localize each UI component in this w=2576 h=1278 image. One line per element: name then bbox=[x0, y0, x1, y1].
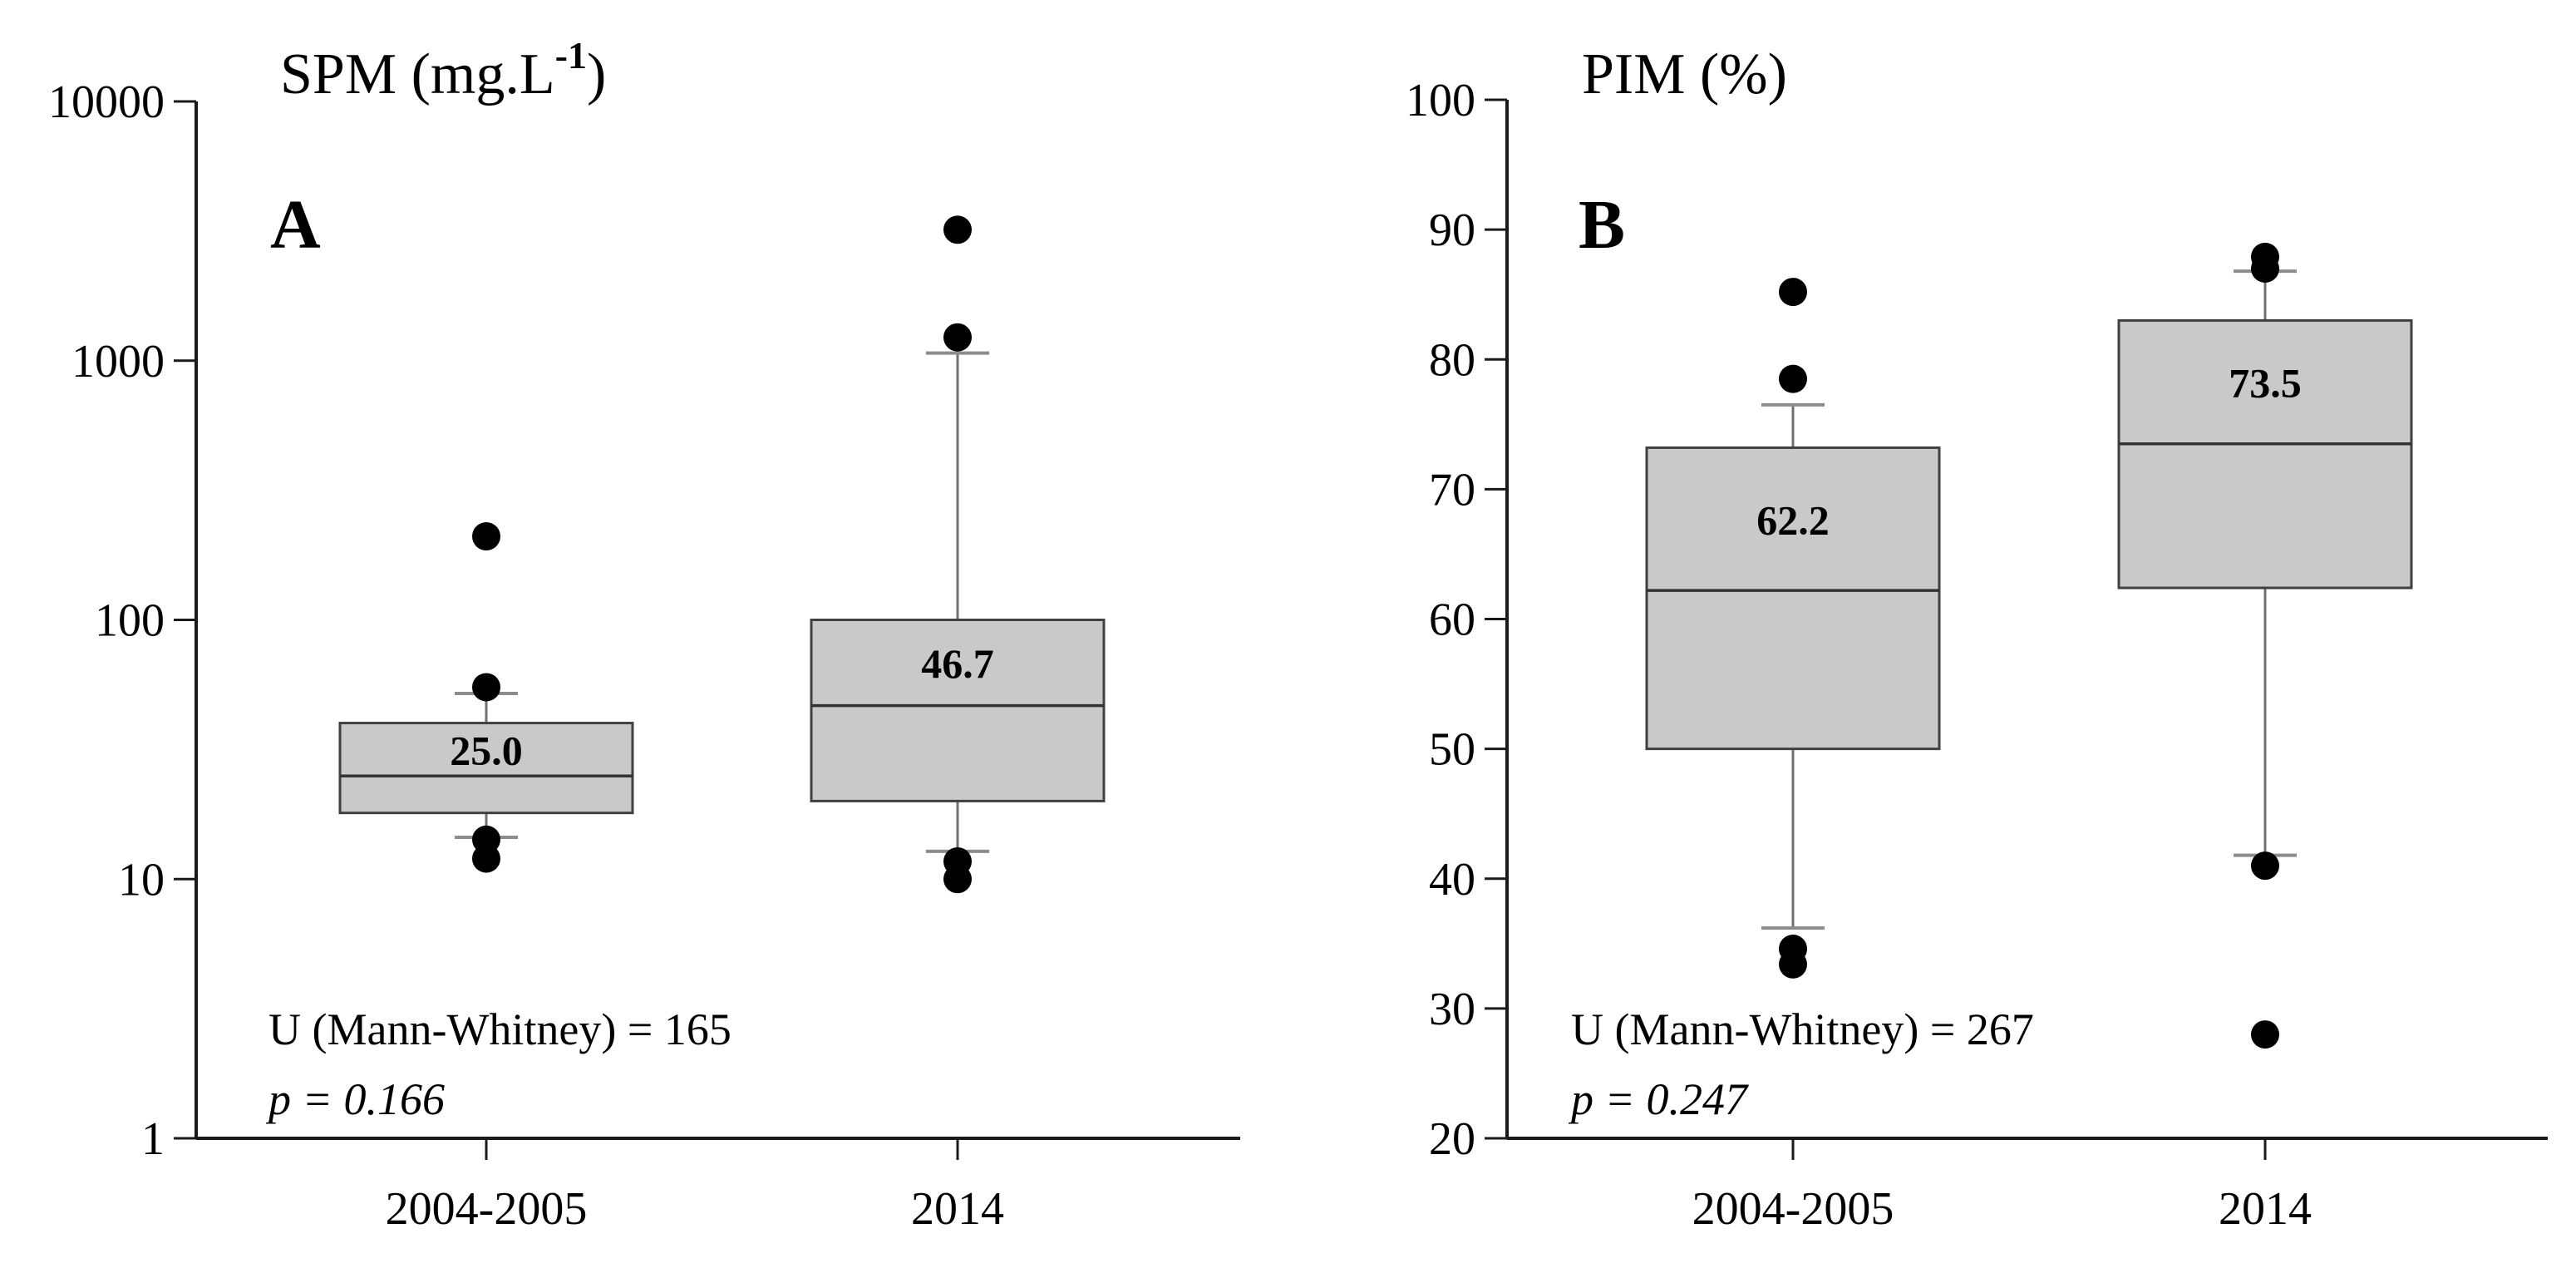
panel-A-box-2014-outlier-dot bbox=[943, 323, 972, 352]
panel-A-box-2014-median-label: 46.7 bbox=[921, 640, 994, 687]
panel-B-box-2004-2005-outlier-dot bbox=[1779, 278, 1807, 307]
panel-A-letter: A bbox=[270, 186, 321, 264]
panel-A-box-2014-outlier-dot bbox=[943, 865, 972, 894]
panel-A-y-tick-label: 100 bbox=[95, 595, 165, 647]
panel-B-box-2014-outlier-dot bbox=[2251, 851, 2279, 881]
panel-A-box-2004-2005-outlier-dot bbox=[472, 844, 500, 873]
panel-B-box-2014-x-label: 2014 bbox=[2219, 1183, 2312, 1235]
panel-A-box-2014-x-label: 2014 bbox=[911, 1183, 1004, 1235]
panel-A-box-2004-2005-median-label: 25.0 bbox=[450, 727, 523, 773]
panel-B-box-2004-2005-outlier-dot bbox=[1779, 950, 1807, 979]
panel-B-y-tick-label: 20 bbox=[1429, 1113, 1475, 1165]
panel-A-title: SPM (mg.L-1) bbox=[280, 34, 606, 106]
panel-B-title: PIM (%) bbox=[1582, 42, 1787, 106]
panel-A-box-2004-2005-outlier-dot bbox=[472, 522, 500, 551]
panel-B-y-tick-label: 100 bbox=[1406, 75, 1475, 126]
panel-B-stat-p: p = 0.247 bbox=[1568, 1074, 1749, 1124]
panel-B-box-2004-2005-iqr-box bbox=[1645, 446, 1941, 751]
panel-B-box-2004-2005-x-label: 2004-2005 bbox=[1692, 1183, 1894, 1235]
panel-B-y-tick-label: 90 bbox=[1429, 205, 1475, 256]
panel-B-box-2004-2005-median-label: 62.2 bbox=[1756, 496, 1830, 543]
panel-A-box-2004-2005-x-label: 2004-2005 bbox=[386, 1183, 588, 1235]
panel-A-box-2004-2005-outlier-dot bbox=[472, 673, 500, 702]
panel-A-box-2014-outlier-dot bbox=[943, 215, 972, 244]
panel-A-y-tick-label: 10000 bbox=[48, 76, 165, 128]
panel-A-y-tick-label: 10 bbox=[118, 854, 165, 905]
panel-B-box-2014-outlier-dot bbox=[2251, 1020, 2279, 1049]
panel-B-letter: B bbox=[1579, 186, 1625, 264]
panel-B-y-tick-label: 60 bbox=[1429, 595, 1475, 646]
panel-A-stat-u: U (Mann-Whitney) = 165 bbox=[268, 1004, 731, 1054]
panel-A-y-tick-label: 1 bbox=[141, 1113, 165, 1165]
panel-B-box-2014-iqr-box bbox=[2117, 318, 2413, 590]
panel-B-box-2014-outlier-dot bbox=[2251, 254, 2279, 283]
panel-B-y-tick-label: 30 bbox=[1429, 984, 1475, 1035]
panel-B-y-tick-label: 70 bbox=[1429, 464, 1475, 516]
panel-B-y-tick-label: 80 bbox=[1429, 334, 1475, 386]
panel-B-stat-u: U (Mann-Whitney) = 267 bbox=[1571, 1004, 2034, 1054]
panel-A-y-tick-label: 1000 bbox=[71, 336, 165, 387]
panel-A-stat-p: p = 0.166 bbox=[265, 1074, 445, 1124]
panel-B-y-tick-label: 40 bbox=[1429, 854, 1475, 905]
panel-B-box-2014-median-label: 73.5 bbox=[2229, 360, 2302, 407]
panel-B-y-tick-label: 50 bbox=[1429, 724, 1475, 776]
panel-A-box-2004-2005-iqr-box bbox=[338, 722, 634, 815]
panel-B-box-2004-2005-outlier-dot bbox=[1779, 364, 1807, 393]
panel-A-box-2014-iqr-box bbox=[810, 619, 1106, 802]
